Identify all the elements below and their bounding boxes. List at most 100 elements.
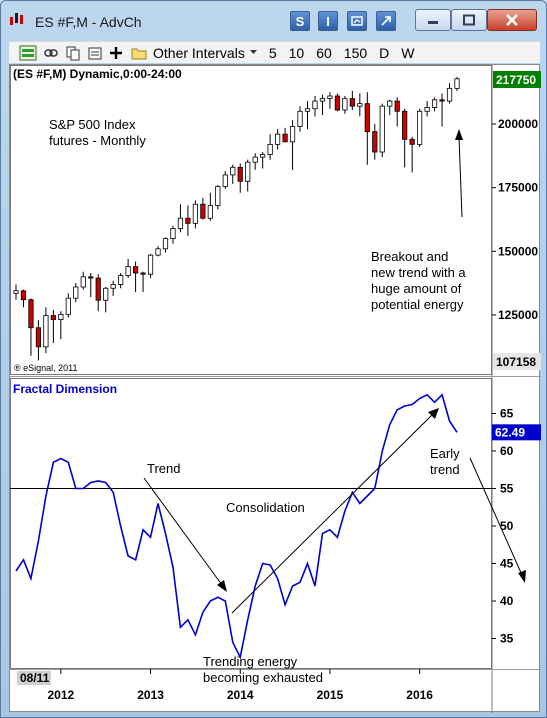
price-candle — [245, 159, 251, 192]
link-icon — [44, 48, 58, 57]
indicator-axis-label: 40 — [500, 594, 514, 608]
add-tool-button[interactable] — [109, 46, 123, 60]
price-candles — [13, 76, 460, 361]
window-title: ES #F,M - AdvCh — [35, 14, 142, 30]
cursor-date-label: 08/11 — [20, 671, 50, 685]
price-candle — [282, 127, 288, 143]
indicator-panel-frame — [10, 378, 492, 669]
title-bar: ES #F,M - AdvCh S I — [1, 1, 546, 41]
price-candle — [379, 103, 385, 158]
price-candle — [155, 246, 161, 257]
layout-tool-button[interactable] — [19, 45, 37, 61]
layout-icon — [19, 45, 37, 60]
price-candle — [289, 120, 296, 170]
exhausted-annotation-line2: becoming exhausted — [203, 670, 323, 685]
price-candle — [454, 76, 460, 91]
properties-tool-button[interactable] — [87, 45, 103, 61]
indicator-axis: 65 60 55 50 45 40 35 — [492, 407, 514, 646]
price-candle — [260, 152, 266, 169]
s-button[interactable]: S — [290, 11, 310, 31]
price-candle — [140, 271, 146, 293]
i-button[interactable]: I — [318, 11, 338, 31]
i-button-label: I — [326, 13, 330, 29]
price-axis-label: 175000 — [498, 181, 538, 195]
price-candle — [364, 92, 370, 165]
price-candle — [50, 309, 56, 344]
price-candle — [73, 283, 79, 303]
price-candle — [387, 99, 393, 116]
cursor-date-badge — [17, 671, 51, 685]
close-button[interactable] — [487, 9, 537, 31]
price-candle — [372, 124, 378, 160]
last-price-label: 217750 — [496, 73, 536, 87]
maximize-button[interactable] — [451, 9, 487, 31]
link-tool-button[interactable] — [43, 45, 59, 61]
low-price-label: 107158 — [496, 355, 536, 369]
copy-tool-button[interactable] — [65, 45, 81, 61]
indicator-axis-label: 45 — [500, 557, 514, 571]
other-intervals-label: Other Intervals — [153, 44, 245, 61]
expand-button[interactable] — [376, 11, 396, 31]
interval-10-button[interactable]: 10 — [288, 44, 305, 61]
price-candle — [215, 185, 221, 210]
price-candle — [252, 153, 258, 170]
chart-title-line1: S&P 500 Index — [49, 117, 136, 132]
maximize-icon — [463, 14, 475, 26]
interval-5-button[interactable]: 5 — [268, 44, 277, 61]
price-candle — [409, 136, 415, 173]
price-candle — [327, 92, 333, 109]
new-trend-arrow — [231, 408, 439, 614]
price-candle — [65, 293, 71, 318]
breakout-annotation-line3: huge amount of — [371, 281, 462, 296]
price-candle — [95, 274, 101, 312]
other-intervals-dropdown[interactable]: Other Intervals — [131, 45, 257, 61]
indicator-axis-label: 50 — [500, 519, 514, 533]
low-price-badge — [493, 353, 541, 370]
exhausted-annotation-line1: Trending energy — [203, 654, 298, 669]
interval-60-button[interactable]: 60 — [316, 44, 332, 61]
interval-weekly-button[interactable]: W — [401, 44, 415, 61]
price-candle — [118, 272, 124, 289]
price-candle — [230, 164, 236, 184]
consolidation-annotation: Consolidation — [226, 500, 305, 515]
price-candle — [222, 171, 228, 189]
price-candle — [88, 272, 94, 298]
price-axis-label: 200000 — [498, 117, 538, 131]
time-axis-label: 2013 — [137, 688, 164, 702]
price-candle — [319, 94, 326, 116]
price-candle — [446, 83, 453, 104]
price-candle — [162, 237, 169, 253]
time-axis-label: 2016 — [406, 688, 433, 702]
chart-title-line2: futures - Monthly — [49, 133, 146, 148]
minimize-button[interactable] — [415, 9, 451, 31]
price-candle — [304, 101, 311, 130]
trend-arrow — [143, 477, 227, 592]
breakout-annotation-line4: potential energy — [371, 297, 464, 312]
chart-area[interactable]: 200000 175000 150000 125000 (ES #F,M) Dynam… — [9, 64, 541, 713]
price-candle — [439, 93, 445, 127]
copy-icon — [66, 46, 80, 60]
price-candle — [394, 97, 400, 127]
interval-150-button[interactable]: 150 — [343, 44, 368, 61]
chart-toolbar: Other Intervals 5 10 60 150 D W — [9, 41, 540, 63]
early-trend-arrow — [469, 457, 526, 583]
interval-daily-button[interactable]: D — [379, 44, 390, 61]
price-candle — [13, 284, 19, 300]
price-candle — [185, 205, 191, 237]
price-candle — [20, 289, 27, 308]
trend-annotation: Trend — [147, 461, 180, 476]
price-candle — [28, 298, 34, 356]
price-candle — [170, 225, 176, 244]
arrow-icon — [381, 16, 391, 26]
price-axis-label: 150000 — [498, 244, 538, 258]
chart-canvas[interactable]: 200000 175000 150000 125000 (ES #F,M) Dynam… — [10, 65, 541, 713]
price-candle — [431, 97, 438, 112]
price-candle — [357, 93, 363, 117]
indicator-axis-label: 65 — [500, 407, 514, 421]
price-candle — [402, 108, 408, 168]
price-candle — [207, 192, 213, 221]
s-button-label: S — [295, 13, 305, 29]
link-chart-button[interactable] — [347, 11, 367, 31]
minimize-icon — [428, 21, 438, 24]
